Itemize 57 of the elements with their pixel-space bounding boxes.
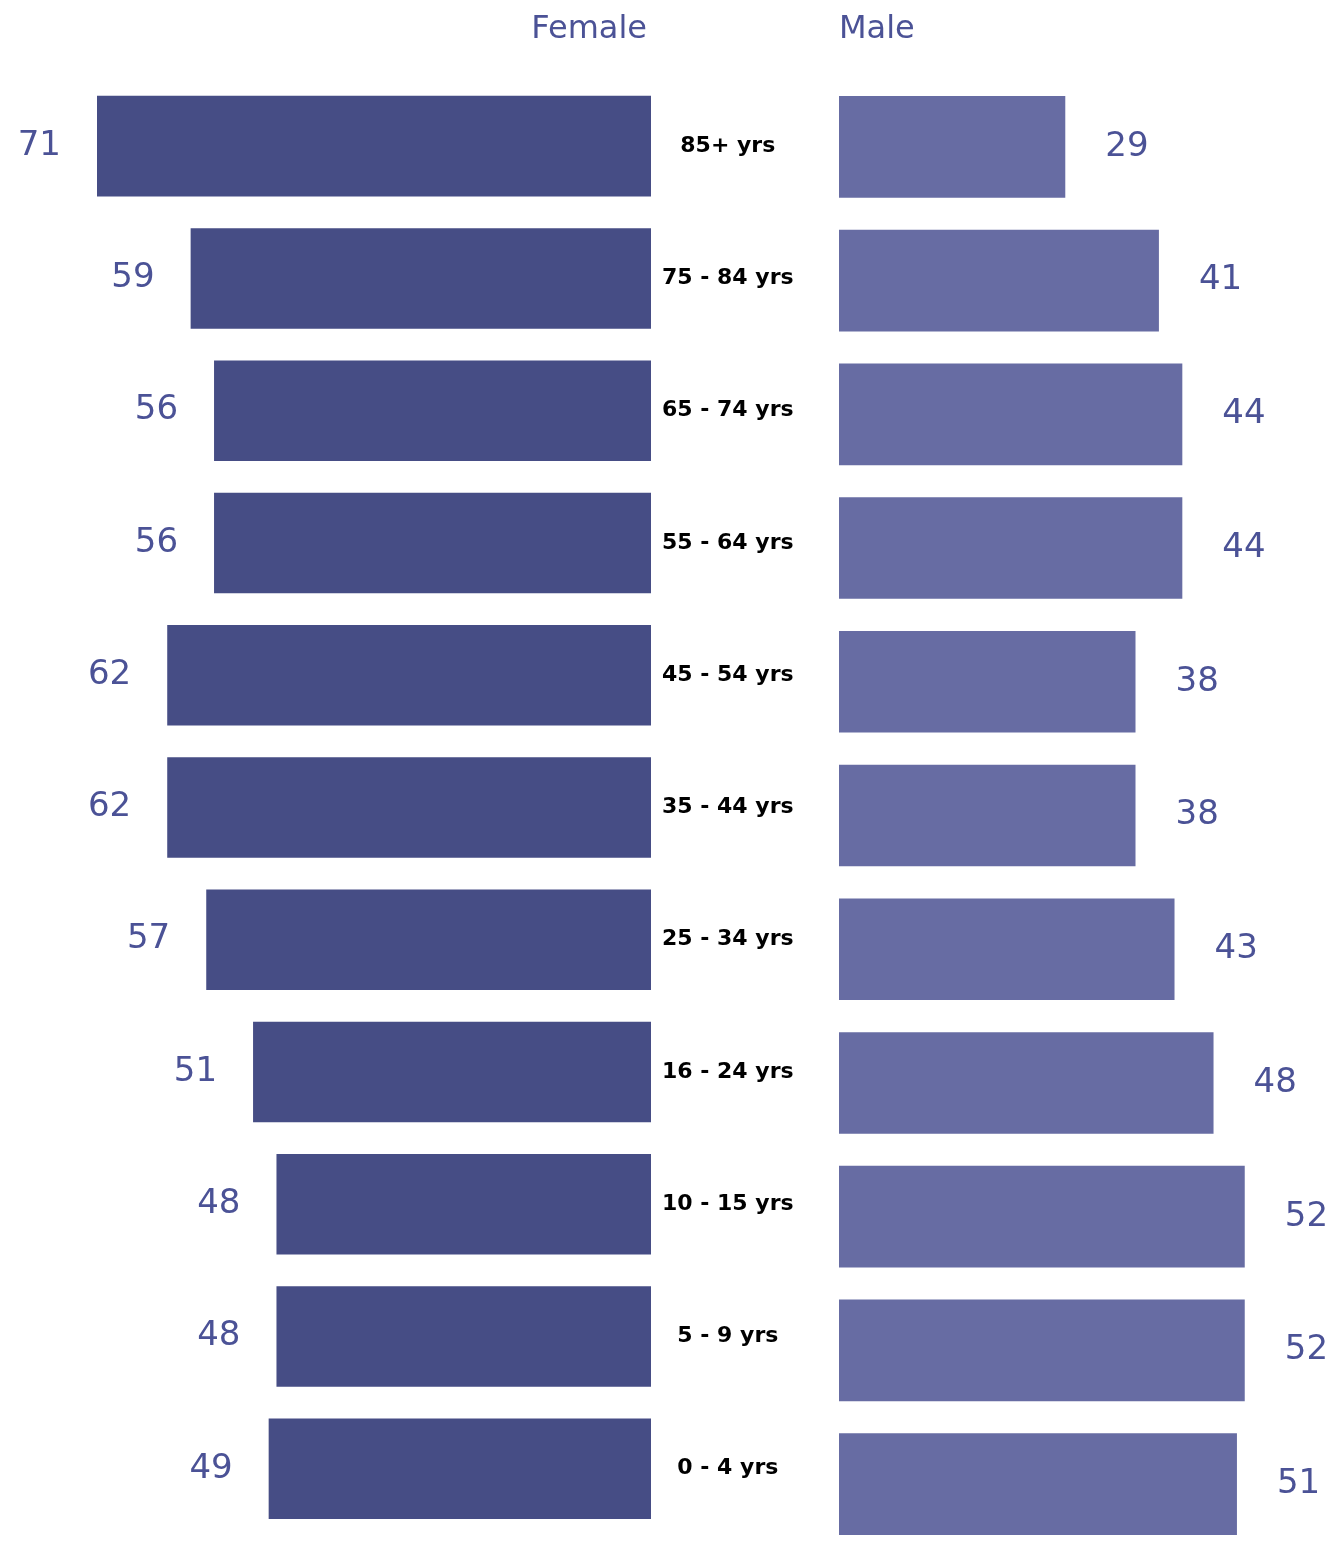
data-label: 52 <box>1284 1327 1329 1368</box>
bar <box>839 1165 1245 1268</box>
y-tick-label: 10 - 15 yrs <box>662 1189 794 1215</box>
data-label: 51 <box>173 1048 218 1089</box>
data-label: 48 <box>197 1180 241 1221</box>
data-label: 57 <box>126 916 171 957</box>
bar <box>206 889 651 990</box>
data-label: 38 <box>1175 658 1219 699</box>
data-label: 43 <box>1214 926 1258 967</box>
bar <box>839 1032 1214 1134</box>
data-label: 56 <box>134 387 179 428</box>
bar <box>839 764 1136 867</box>
bar <box>268 1418 651 1519</box>
data-label: 62 <box>87 651 132 692</box>
bar <box>839 96 1066 198</box>
y-tick-label: 35 - 44 yrs <box>662 793 794 819</box>
data-label: 44 <box>1222 391 1266 432</box>
bar <box>214 360 651 461</box>
data-label: 51 <box>1276 1460 1321 1501</box>
bar <box>839 630 1136 733</box>
data-label: 44 <box>1222 524 1266 565</box>
bar <box>167 757 651 858</box>
bar <box>839 229 1159 332</box>
data-label: 48 <box>197 1313 241 1354</box>
y-tick-label: 16 - 24 yrs <box>662 1057 794 1083</box>
data-label: 59 <box>111 255 155 296</box>
y-tick-label: 65 - 74 yrs <box>662 396 794 422</box>
bar <box>839 1433 1237 1535</box>
bar <box>839 1299 1245 1402</box>
bar <box>97 95 651 197</box>
data-label: 48 <box>1253 1059 1297 1100</box>
data-label: 41 <box>1198 257 1243 298</box>
y-tick-label: 5 - 9 yrs <box>677 1322 779 1348</box>
data-label: 29 <box>1105 123 1149 164</box>
bar <box>276 1286 651 1387</box>
data-label: 62 <box>87 784 132 825</box>
bar <box>839 497 1183 599</box>
data-label: 38 <box>1175 792 1219 833</box>
y-tick-label: 75 - 84 yrs <box>662 264 794 290</box>
y-tick-label: 0 - 4 yrs <box>677 1454 779 1480</box>
y-tick-label: 85+ yrs <box>680 131 776 157</box>
data-label: 56 <box>134 519 179 560</box>
chart-title: Female <box>531 8 647 47</box>
bar <box>253 1021 651 1123</box>
y-tick-label: 45 - 54 yrs <box>662 660 794 686</box>
y-tick-label: 55 - 64 yrs <box>662 528 794 554</box>
bar <box>167 624 651 726</box>
bar <box>276 1153 651 1255</box>
data-label: 49 <box>189 1445 233 1486</box>
bar <box>839 898 1175 1001</box>
y-tick-label: 25 - 34 yrs <box>662 925 794 951</box>
bar <box>214 492 651 594</box>
chart-title: Male <box>839 8 915 47</box>
data-label: 71 <box>17 122 61 163</box>
bar <box>839 363 1183 466</box>
data-label: 52 <box>1284 1193 1329 1234</box>
bar <box>190 228 651 329</box>
